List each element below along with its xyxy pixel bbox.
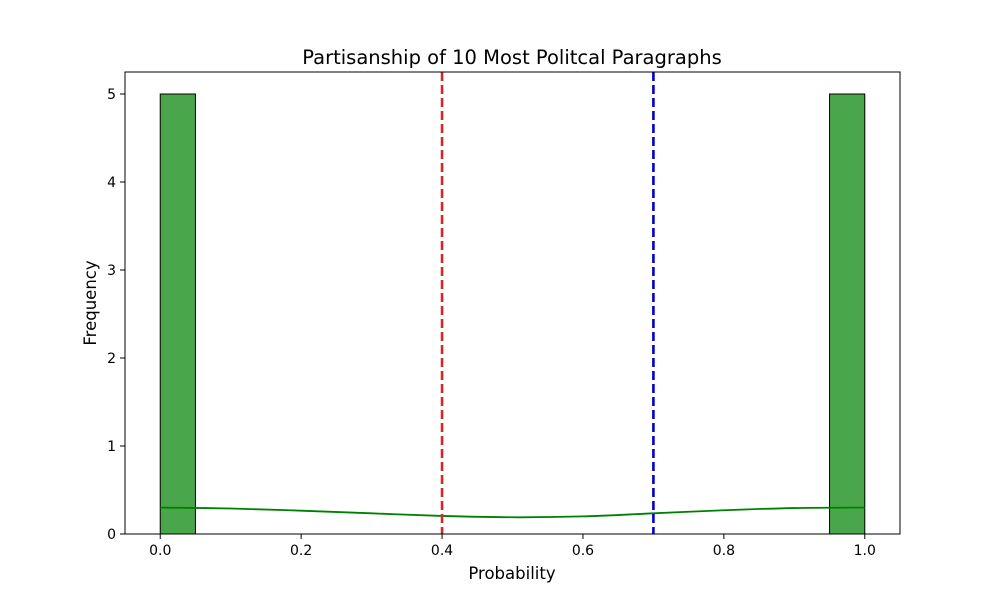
histogram-bar-0: [159, 93, 196, 535]
y-tick-label-5: 5: [107, 87, 116, 103]
bars-group: [159, 93, 866, 535]
y-tick-label-1: 1: [107, 439, 116, 455]
y-axis-ticks: 0 1 2 3 4 5: [107, 87, 125, 543]
plot-frame: [124, 71, 901, 535]
x-tick-label-5: 1.0: [854, 543, 876, 559]
chart-title: Partisanship of 10 Most Politcal Paragra…: [302, 46, 721, 69]
x-tick-label-0: 0.0: [149, 543, 171, 559]
kde-group: [160, 506, 865, 519]
y-tick-label-4: 4: [107, 175, 116, 191]
y-tick-label-2: 2: [107, 351, 116, 367]
x-tick-label-4: 0.8: [713, 543, 735, 559]
reference-lines-group: [440, 72, 655, 534]
y-tick-label-0: 0: [107, 527, 116, 543]
x-tick-label-1: 0.2: [290, 543, 312, 559]
y-axis-label: Frequency: [81, 260, 100, 345]
x-axis-ticks: 0.0 0.2 0.4 0.6 0.8 1.0: [149, 534, 876, 559]
x-axis-label: Probability: [468, 564, 555, 583]
x-tick-label-3: 0.6: [572, 543, 594, 559]
histogram-bar-1: [829, 93, 866, 535]
x-tick-label-2: 0.4: [431, 543, 453, 559]
kde-curve: [160, 506, 865, 519]
y-tick-label-3: 3: [107, 263, 116, 279]
